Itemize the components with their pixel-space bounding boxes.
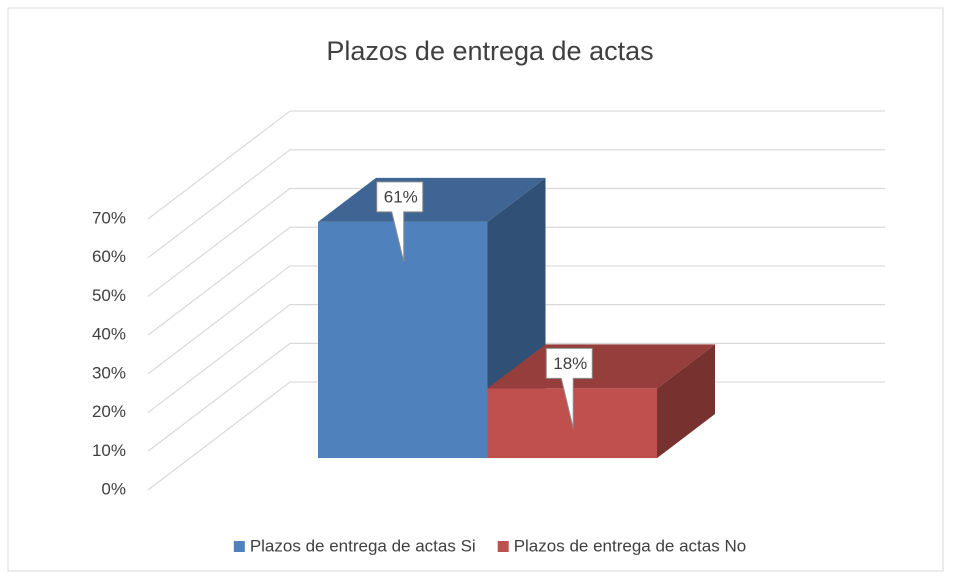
y-tick-label: 70% bbox=[92, 208, 126, 227]
y-tick-label: 30% bbox=[92, 363, 126, 382]
data-label: 18% bbox=[553, 354, 587, 373]
y-tick-label: 0% bbox=[101, 479, 126, 498]
y-tick-label: 20% bbox=[92, 402, 126, 421]
bar-top bbox=[487, 344, 715, 389]
legend-label: Plazos de entrega de actas Si bbox=[250, 536, 476, 555]
bar-front bbox=[318, 221, 488, 459]
bar-side bbox=[657, 344, 715, 459]
legend-swatch bbox=[233, 541, 245, 552]
y-tick-label: 60% bbox=[92, 247, 126, 266]
grid-line bbox=[147, 149, 885, 259]
legend-item: Plazos de entrega de actas Si bbox=[233, 536, 476, 555]
callout bbox=[376, 181, 424, 263]
grid-line bbox=[147, 226, 885, 336]
data-label: 61% bbox=[384, 187, 418, 206]
chart-title: Plazos de entrega de actas bbox=[326, 36, 653, 66]
callout bbox=[545, 347, 593, 429]
legend-swatch bbox=[497, 541, 509, 552]
grid-line bbox=[147, 110, 885, 220]
legend-label: Plazos de entrega de actas No bbox=[514, 536, 746, 555]
grid-line bbox=[147, 304, 885, 414]
y-tick-label: 40% bbox=[92, 325, 126, 344]
legend-item: Plazos de entrega de actas No bbox=[497, 536, 746, 555]
y-tick-label: 10% bbox=[92, 441, 126, 460]
grid-line bbox=[147, 265, 885, 375]
y-tick-label: 50% bbox=[92, 286, 126, 305]
grid-line bbox=[147, 187, 885, 297]
bar-top bbox=[318, 177, 546, 222]
grid-line bbox=[147, 342, 885, 452]
